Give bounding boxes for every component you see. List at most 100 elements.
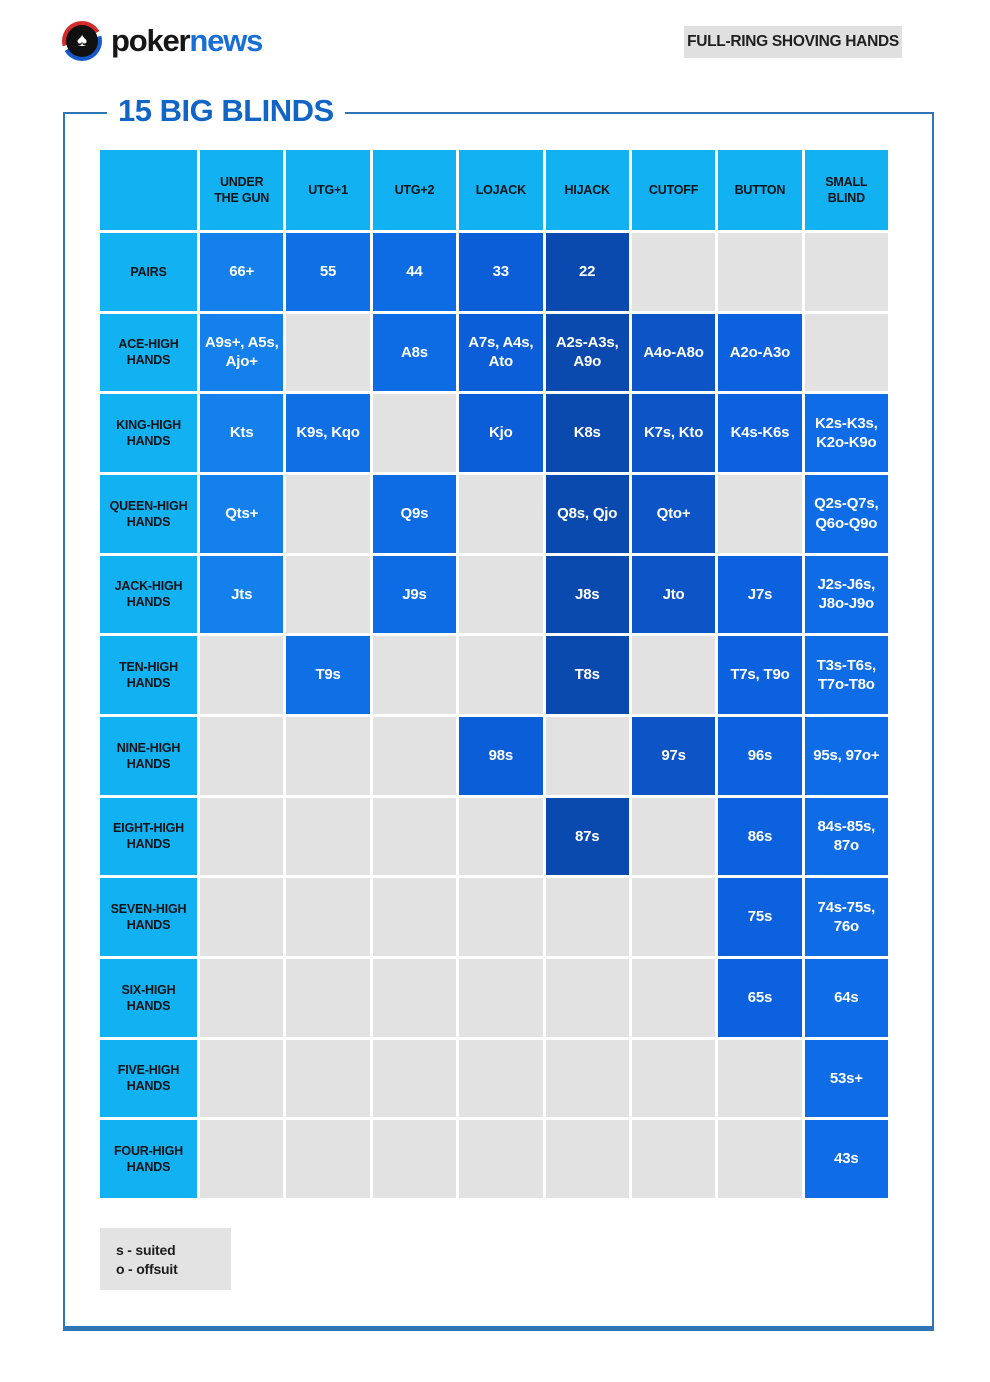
hand-cell: 98s bbox=[459, 716, 543, 795]
empty-cell bbox=[631, 233, 716, 311]
hand-cell: T7s, T9o bbox=[718, 636, 802, 714]
hand-cell: K7s, Kto bbox=[631, 394, 716, 472]
empty-cell bbox=[372, 636, 457, 714]
hand-cell: Qto+ bbox=[631, 474, 716, 553]
empty-cell bbox=[286, 555, 370, 634]
empty-cell bbox=[545, 1120, 629, 1198]
empty-cell bbox=[372, 878, 457, 956]
column-header-4: HIJACK bbox=[545, 150, 629, 230]
hand-cell: 74s-75s, 76o bbox=[804, 878, 888, 956]
hand-cell: K8s bbox=[545, 394, 629, 472]
hand-cell: Qts+ bbox=[200, 474, 284, 553]
empty-cell bbox=[286, 797, 370, 876]
hand-cell: 96s bbox=[718, 716, 802, 795]
hand-cell: A4o-A8o bbox=[631, 313, 716, 392]
corner-cell bbox=[100, 150, 197, 230]
hand-cell: Q9s bbox=[372, 474, 457, 553]
empty-cell bbox=[804, 313, 888, 392]
column-header-7: SMALL BLIND bbox=[804, 150, 888, 230]
logo-text-poker: poker bbox=[111, 23, 191, 58]
pokernews-spade-icon-inner: ♠ bbox=[66, 25, 98, 57]
empty-cell bbox=[718, 1120, 802, 1198]
row-label-4: JACK-HIGH HANDS bbox=[100, 555, 197, 634]
empty-cell bbox=[286, 474, 370, 553]
empty-cell bbox=[372, 1039, 457, 1118]
hand-cell: A2o-A3o bbox=[718, 313, 802, 392]
column-header-5: CUTOFF bbox=[631, 150, 716, 230]
spade-glyph: ♠ bbox=[76, 29, 88, 51]
chart-category-badge: FULL-RING SHOVING HANDS bbox=[684, 26, 902, 58]
hand-cell: 86s bbox=[718, 797, 802, 876]
row-label-6: NINE-HIGH HANDS bbox=[100, 716, 197, 795]
empty-cell bbox=[200, 878, 284, 956]
column-header-6: BUTTON bbox=[718, 150, 802, 230]
row-label-2: KING-HIGH HANDS bbox=[100, 394, 197, 472]
hand-cell: 65s bbox=[718, 958, 802, 1037]
hand-cell: J8s bbox=[545, 555, 629, 634]
legend-suited: s - suited bbox=[116, 1241, 176, 1258]
empty-cell bbox=[718, 233, 802, 311]
empty-cell bbox=[631, 636, 716, 714]
empty-cell bbox=[631, 878, 716, 956]
row-label-10: FIVE-HIGH HANDS bbox=[100, 1039, 197, 1118]
row-label-11: FOUR-HIGH HANDS bbox=[100, 1120, 197, 1198]
column-header-2: UTG+2 bbox=[372, 150, 457, 230]
empty-cell bbox=[631, 958, 716, 1037]
empty-cell bbox=[200, 958, 284, 1037]
empty-cell bbox=[459, 474, 543, 553]
empty-cell bbox=[372, 394, 457, 472]
hand-cell: Kts bbox=[200, 394, 284, 472]
legend-box: s - suited o - offsuit bbox=[100, 1228, 231, 1290]
empty-cell bbox=[372, 797, 457, 876]
empty-cell bbox=[545, 958, 629, 1037]
hand-cell: 55 bbox=[286, 233, 370, 311]
hand-cell: 84s-85s, 87o bbox=[804, 797, 888, 876]
hand-cell: Jto bbox=[631, 555, 716, 634]
hand-cell: Q2s-Q7s, Q6o-Q9o bbox=[804, 474, 888, 553]
empty-cell bbox=[631, 1120, 716, 1198]
empty-cell bbox=[459, 958, 543, 1037]
hand-cell: T9s bbox=[286, 636, 370, 714]
empty-cell bbox=[545, 1039, 629, 1118]
row-label-0: PAIRS bbox=[100, 233, 197, 311]
column-header-3: LOJACK bbox=[459, 150, 543, 230]
hand-cell: Q8s, Qjo bbox=[545, 474, 629, 553]
hand-cell: 95s, 97o+ bbox=[804, 716, 888, 795]
empty-cell bbox=[372, 716, 457, 795]
hand-cell: A7s, A4s, Ato bbox=[459, 313, 543, 392]
hand-cell: J2s-J6s, J8o-J9o bbox=[804, 555, 888, 634]
row-label-7: EIGHT-HIGH HANDS bbox=[100, 797, 197, 876]
column-header-1: UTG+1 bbox=[286, 150, 370, 230]
chart-frame: 15 BIG BLINDS UNDER THE GUN UTG+1 UTG+2 LOJ… bbox=[63, 92, 934, 1331]
empty-cell bbox=[718, 1039, 802, 1118]
empty-cell bbox=[200, 636, 284, 714]
row-label-5: TEN-HIGH HANDS bbox=[100, 636, 197, 714]
empty-cell bbox=[718, 474, 802, 553]
empty-cell bbox=[545, 716, 629, 795]
empty-cell bbox=[804, 233, 888, 311]
empty-cell bbox=[459, 878, 543, 956]
empty-cell bbox=[200, 1120, 284, 1198]
row-label-1: ACE-HIGH HANDS bbox=[100, 313, 197, 392]
hand-cell: A9s+, A5s, Ajo+ bbox=[200, 313, 284, 392]
empty-cell bbox=[459, 1039, 543, 1118]
hand-cell: 43s bbox=[804, 1120, 888, 1198]
hand-cell: Jts bbox=[200, 555, 284, 634]
empty-cell bbox=[372, 1120, 457, 1198]
hand-cell: J9s bbox=[372, 555, 457, 634]
pokernews-spade-icon: ♠ bbox=[62, 21, 102, 61]
empty-cell bbox=[631, 797, 716, 876]
hand-cell: 97s bbox=[631, 716, 716, 795]
hand-cell: J7s bbox=[718, 555, 802, 634]
hand-cell: 53s+ bbox=[804, 1039, 888, 1118]
empty-cell bbox=[372, 958, 457, 1037]
empty-cell bbox=[286, 716, 370, 795]
hand-cell: 66+ bbox=[200, 233, 284, 311]
empty-cell bbox=[459, 1120, 543, 1198]
hand-cell: 44 bbox=[372, 233, 457, 311]
hand-cell: 64s bbox=[804, 958, 888, 1037]
shove-table: UNDER THE GUN UTG+1 UTG+2 LOJACK HIJACK CUTOF… bbox=[100, 150, 888, 1198]
empty-cell bbox=[286, 1120, 370, 1198]
empty-cell bbox=[200, 1039, 284, 1118]
hand-cell: 33 bbox=[459, 233, 543, 311]
